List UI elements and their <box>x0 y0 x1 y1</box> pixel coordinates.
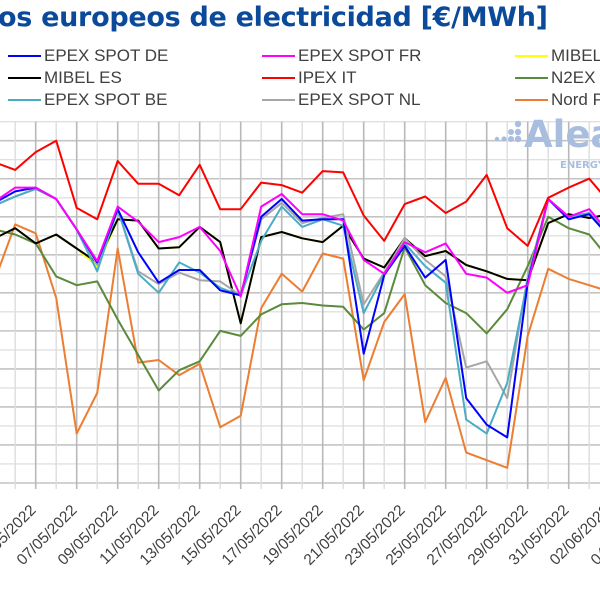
logo-dot <box>514 135 522 143</box>
legend-label: EPEX SPOT FR <box>298 46 422 65</box>
series-line-epex-spot-nl <box>0 187 600 400</box>
logo-dot <box>508 136 514 142</box>
legend-item-epex-spot-be: EPEX SPOT BE <box>8 90 167 110</box>
legend-swatch <box>8 77 41 79</box>
legend-label: MIBEL ES <box>44 68 122 87</box>
legend-item-mibel-es: MIBEL ES <box>8 68 122 88</box>
legend-swatch <box>515 77 548 79</box>
logo-dot <box>514 128 522 136</box>
logo-text: AleaSoft <box>524 113 600 156</box>
legend-item-n2ex: N2EX U <box>515 68 600 88</box>
legend-label: EPEX SPOT BE <box>44 90 168 109</box>
legend-label: EPEX SPOT DE <box>44 46 169 65</box>
x-axis-tick-labels: 05/05/202207/05/202209/05/202211/05/2022… <box>0 502 600 569</box>
logo-dot <box>501 136 507 142</box>
legend-swatch <box>262 55 295 57</box>
legend-swatch <box>262 77 295 79</box>
logo-dot <box>494 136 500 142</box>
series-line-epex-spot-be <box>0 187 600 435</box>
legend-swatch <box>8 55 41 57</box>
series-line-ipex-it <box>0 139 600 247</box>
logo-dot <box>514 120 522 128</box>
legend-label: EPEX SPOT NL <box>298 90 421 109</box>
legend-swatch <box>262 99 295 101</box>
legend-label: Nord P <box>551 90 600 109</box>
chart-title: os europeos de electricidad [€/MWh] <box>0 2 548 33</box>
legend-swatch <box>515 55 548 57</box>
legend-item-epex-spot-fr: EPEX SPOT FR <box>262 46 421 66</box>
series-line-nord-p <box>0 223 600 469</box>
series-line-epex-spot-fr <box>0 186 600 298</box>
legend-label: MIBEL <box>551 46 600 65</box>
legend-item-epex-spot-nl: EPEX SPOT NL <box>262 90 421 110</box>
legend-label: N2EX U <box>551 68 600 87</box>
series-line-n2ex-u <box>0 215 600 392</box>
logo-tagline: ENERGY FORECASTING <box>560 160 600 171</box>
legend-swatch <box>8 99 41 101</box>
legend-item-ipex-it: IPEX IT <box>262 68 357 88</box>
legend-swatch <box>515 99 548 101</box>
series-line-epex-spot-de <box>0 186 600 439</box>
legend-item-epex-spot-de: EPEX SPOT DE <box>8 46 168 66</box>
series-lines <box>0 139 600 469</box>
aleasoft-logo-watermark: AleaSoft ENERGY FORECASTING <box>494 113 600 171</box>
legend-item-nord-pool: Nord P <box>515 90 600 110</box>
gridlines <box>0 120 600 489</box>
logo-dot <box>508 129 514 135</box>
legend-label: IPEX IT <box>298 68 357 87</box>
legend-item-mibel: MIBEL <box>515 46 600 66</box>
